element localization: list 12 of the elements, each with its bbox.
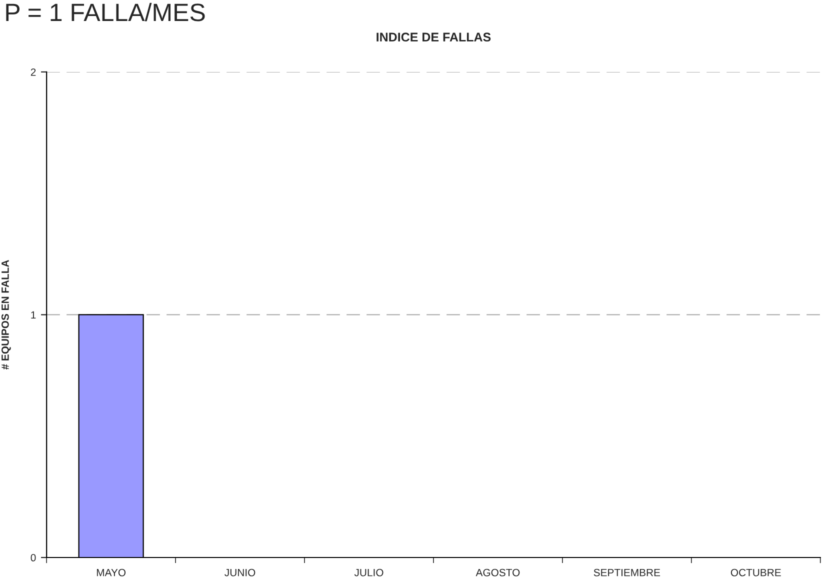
x-tick-label: JUNIO	[224, 568, 256, 576]
y-tick-label: 2	[30, 68, 36, 76]
x-tick-label: MAYO	[96, 568, 126, 576]
y-tick-label: 0	[30, 554, 36, 562]
chart-title: INDICE DE FALLAS	[376, 32, 491, 42]
text: P = 1 FALLA/MES	[6, 2, 205, 22]
x-tick-label: JULIO	[354, 568, 384, 576]
y-tick-label: 1	[31, 311, 36, 319]
y-axis-title: # EQUIPOS EN FALLA	[2, 260, 11, 370]
x-tick-label: AGOSTO	[476, 568, 520, 576]
x-tick-label: SEPTIEMBRE	[594, 568, 660, 576]
x-tick-label: OCTUBRE	[730, 568, 781, 576]
